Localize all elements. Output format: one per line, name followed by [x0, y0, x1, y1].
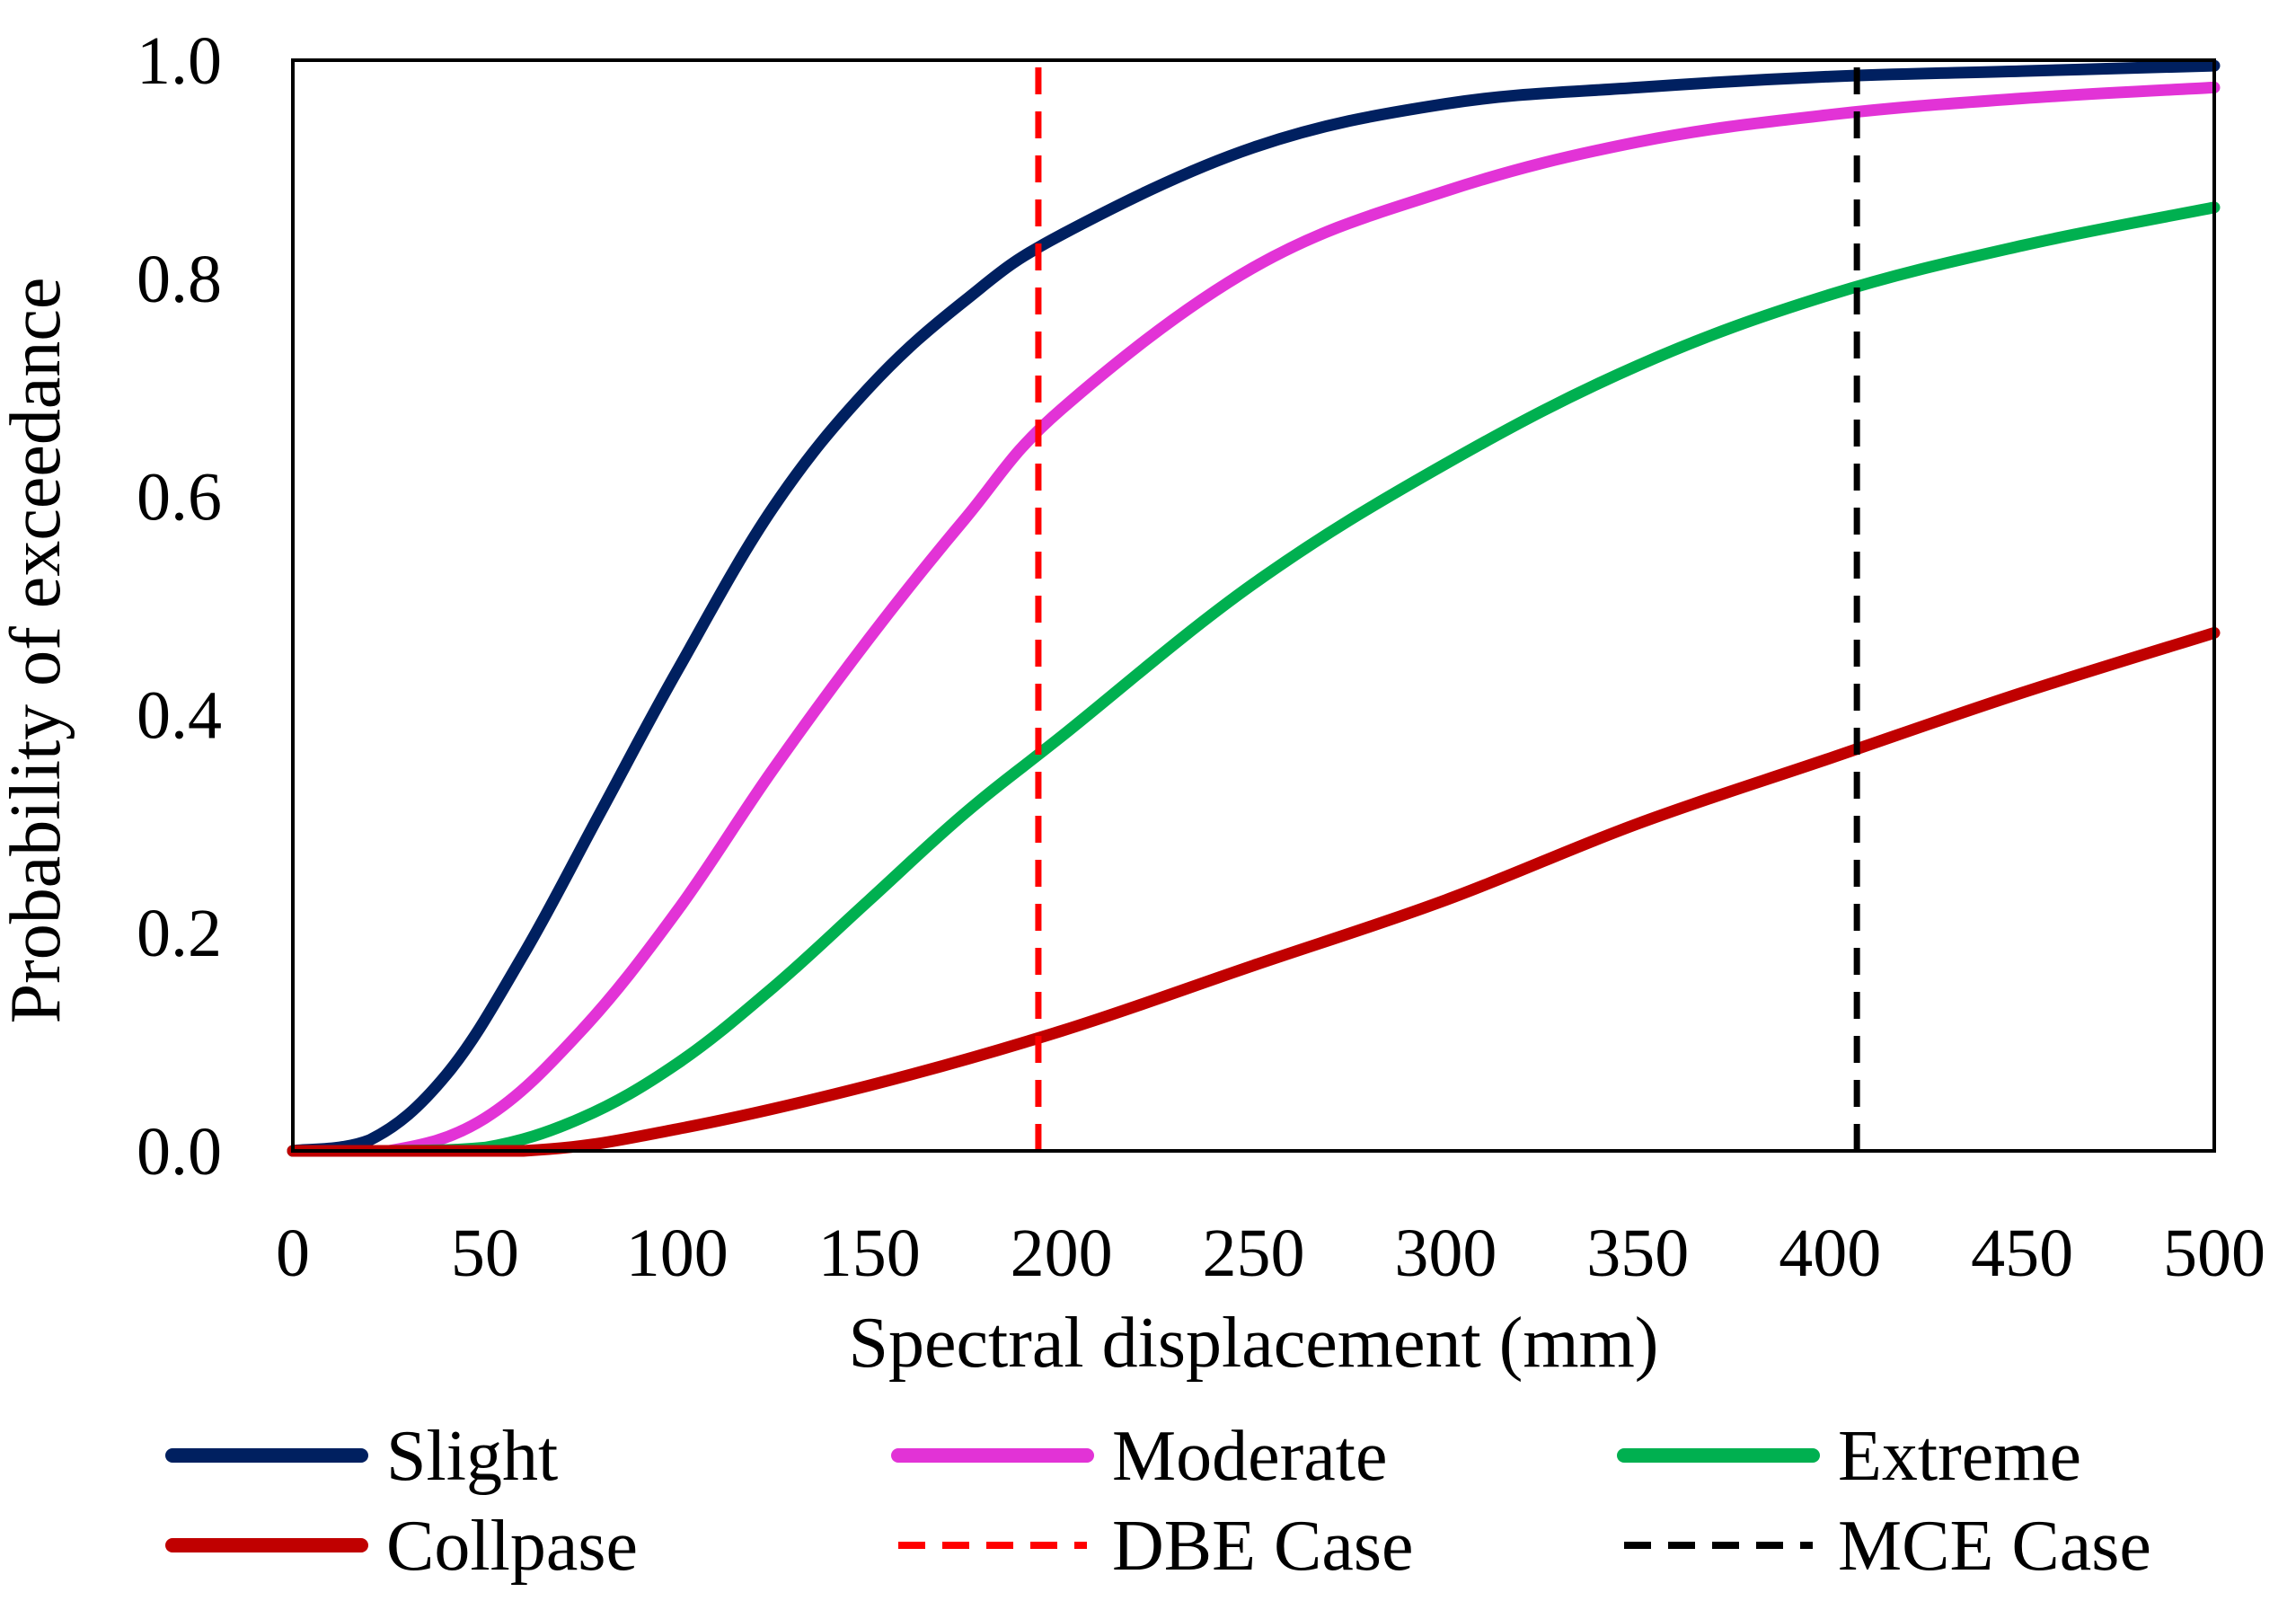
- series-line-collpase: [287, 626, 2221, 1157]
- x-axis-title: Spectral displacement (mm): [849, 1304, 1659, 1383]
- legend-label-dbe-case: DBE Case: [1112, 1507, 1414, 1586]
- legend-label-extreme: Extreme: [1838, 1417, 2081, 1496]
- x-tick-label: 500: [2163, 1216, 2265, 1291]
- x-tick-label: 100: [626, 1216, 729, 1291]
- x-tick-label: 150: [818, 1216, 921, 1291]
- y-axis-title: Probability of exceedance: [0, 278, 75, 1024]
- x-tick-label: 300: [1394, 1216, 1497, 1291]
- x-tick-label: 200: [1011, 1216, 1113, 1291]
- y-tick-label: 0.8: [137, 242, 222, 317]
- x-tick-labels: 0 50 100 150 200 250 300 350 400 450 500: [276, 1216, 2265, 1291]
- x-tick-label: 250: [1203, 1216, 1305, 1291]
- series-line-extreme: [287, 201, 2221, 1157]
- series-line-moderate: [287, 81, 2221, 1157]
- x-tick-label: 450: [1971, 1216, 2073, 1291]
- legend: Slight Moderate Extreme Collpase DBE Case MCE…: [165, 1417, 2151, 1586]
- x-tick-label: 50: [451, 1216, 519, 1291]
- plot-frame: [291, 58, 2216, 1153]
- y-tick-label: 0.4: [137, 677, 222, 753]
- legend-label-collpase: Collpase: [386, 1507, 638, 1586]
- x-tick-label: 400: [1779, 1216, 1881, 1291]
- x-tick-label: 350: [1586, 1216, 1689, 1291]
- y-tick-labels: 0.0 0.2 0.4 0.6 0.8 1.0: [137, 23, 222, 1190]
- legend-label-moderate: Moderate: [1112, 1417, 1388, 1496]
- legend-label-mce-case: MCE Case: [1838, 1507, 2151, 1586]
- x-tick-label: 0: [276, 1216, 310, 1291]
- y-tick-label: 0.2: [137, 896, 222, 971]
- y-tick-label: 0.6: [137, 460, 222, 535]
- series-line-slight: [287, 59, 2221, 1157]
- plot-lines: [287, 59, 2221, 1157]
- y-tick-label: 1.0: [137, 23, 222, 99]
- y-tick-label: 0.0: [137, 1114, 222, 1190]
- legend-label-slight: Slight: [386, 1417, 558, 1496]
